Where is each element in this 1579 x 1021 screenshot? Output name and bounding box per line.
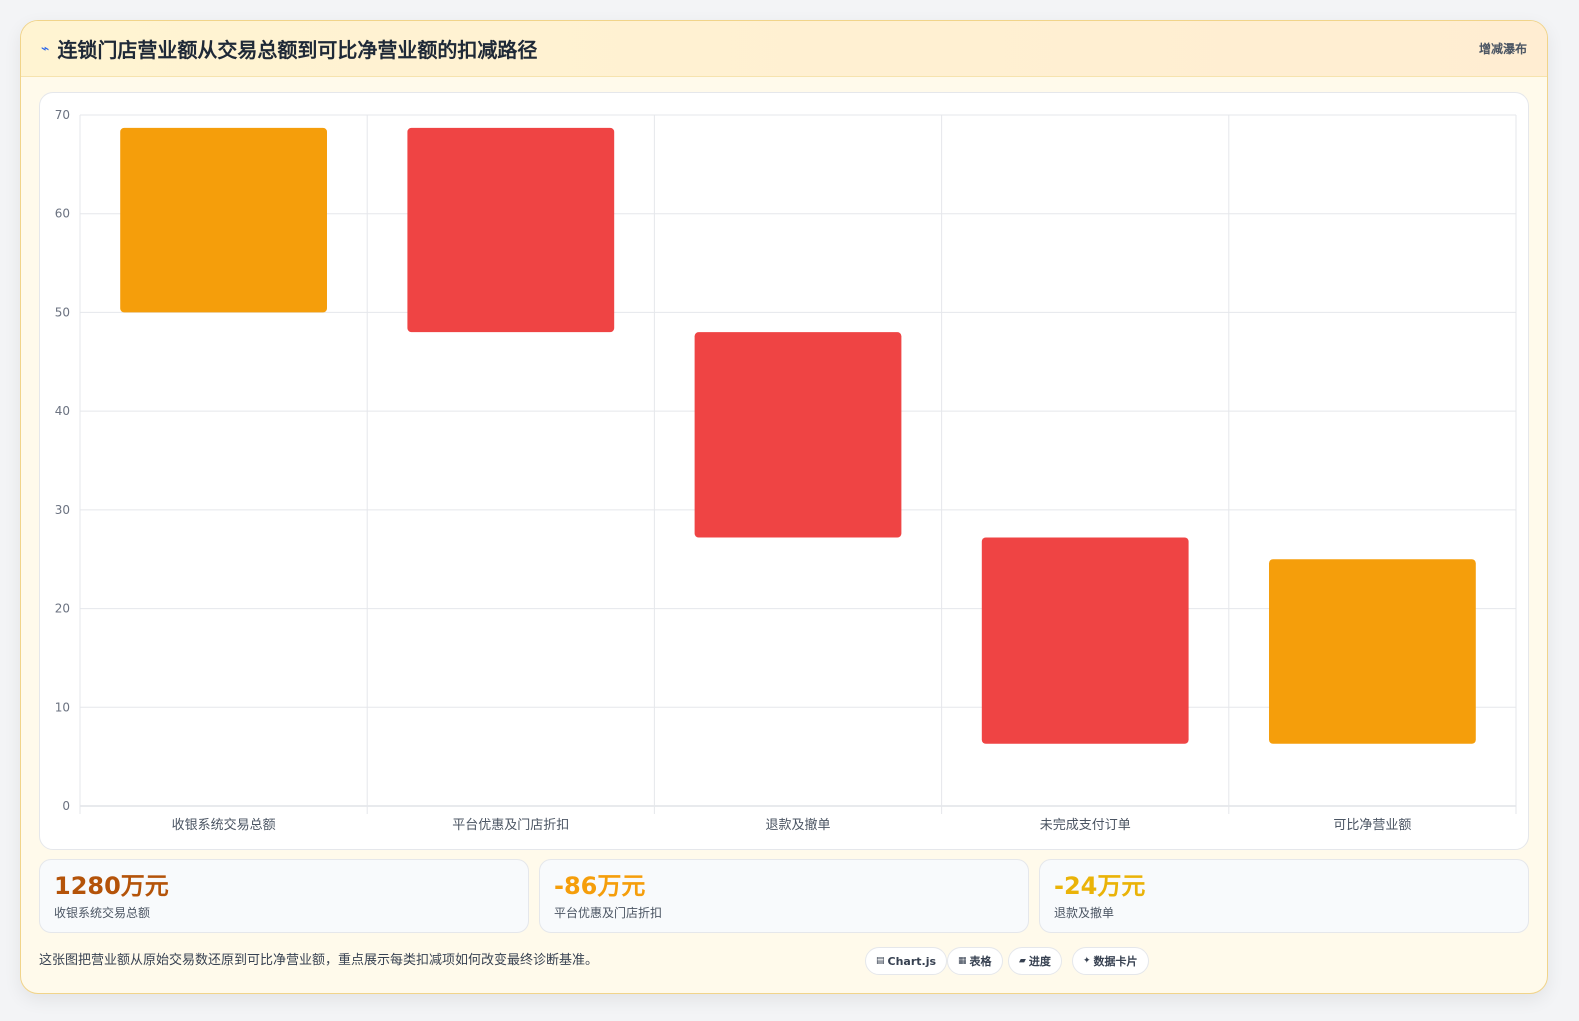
x-tick-label: 平台优惠及门店折扣 [452, 818, 569, 833]
stat-value: -24万元 [1054, 872, 1146, 900]
chip-table[interactable]: ▦ 表格 [947, 947, 1003, 975]
stat-value: 1280万元 [54, 872, 169, 900]
chip-chartjs[interactable]: ▤ Chart.js [865, 947, 948, 975]
chip-label: 进度 [1028, 955, 1051, 968]
stat-card-discount: -86万元 平台优惠及门店折扣 [539, 859, 1029, 933]
y-tick-label: 0 [62, 799, 70, 813]
chart-type-badge: 增减瀑布 [1478, 42, 1527, 56]
chip-progress[interactable]: ▰ 进度 [1008, 947, 1062, 975]
chart-panel: 0 10 20 30 40 50 60 70 收银系统交易总额 平台优惠及门店折扣 退款及撤单 未完成… [39, 92, 1529, 850]
card-header: ⌁ 连锁门店营业额从交易总额到可比净营业额的扣减路径 增减瀑布 [21, 21, 1547, 77]
chip-label: Chart.js [887, 954, 937, 968]
table-icon: ▦ [958, 956, 967, 966]
waterfall-bar [694, 332, 902, 538]
chart-description: 这张图把营业额从原始交易数还原到可比净营业额，重点展示每类扣减项如何改变最终诊断… [39, 953, 599, 968]
waterfall-bar [981, 537, 1189, 744]
waterfall-chart: 0 10 20 30 40 50 60 70 收银系统交易总额 平台优惠及门店折扣 退款及撤单 未完成… [55, 108, 1517, 833]
x-tick-label: 退款及撤单 [765, 817, 830, 833]
y-tick-label: 70 [55, 108, 70, 122]
stat-card-refund: -24万元 退款及撤单 [1039, 859, 1529, 933]
y-tick-label: 10 [55, 700, 70, 714]
waterfall-bar [120, 127, 327, 313]
sparkline-icon: ⌁ [41, 40, 50, 57]
waterfall-bar [407, 127, 615, 333]
waterfall-bar [1269, 559, 1476, 744]
stat-label: 退款及撤单 [1054, 906, 1115, 920]
y-tick-label: 50 [55, 305, 70, 319]
x-tick-label: 可比净营业额 [1333, 818, 1411, 833]
progress-icon: ▰ [1019, 956, 1026, 966]
y-tick-label: 40 [55, 404, 70, 418]
y-tick-label: 20 [55, 602, 70, 616]
chart-icon: ▤ [876, 956, 885, 966]
chart-card: ⌁ 连锁门店营业额从交易总额到可比净营业额的扣减路径 增减瀑布 0 10 20 30 4… [20, 20, 1548, 994]
y-tick-label: 30 [55, 503, 70, 517]
stat-value: -86万元 [554, 872, 646, 900]
sparkle-icon: ✦ [1083, 956, 1091, 966]
stat-label: 平台优惠及门店折扣 [554, 906, 663, 920]
chip-data-card[interactable]: ✦ 数据卡片 [1072, 947, 1149, 975]
chip-label: 数据卡片 [1093, 955, 1138, 968]
stat-label: 收银系统交易总额 [54, 906, 151, 920]
chip-label: 表格 [969, 955, 992, 968]
stat-card-total: 1280万元 收银系统交易总额 [39, 859, 529, 933]
page-title: 连锁门店营业额从交易总额到可比净营业额的扣减路径 [57, 38, 538, 62]
x-tick-label: 未完成支付订单 [1040, 818, 1131, 833]
y-tick-label: 60 [55, 207, 70, 221]
x-tick-label: 收银系统交易总额 [172, 817, 276, 833]
